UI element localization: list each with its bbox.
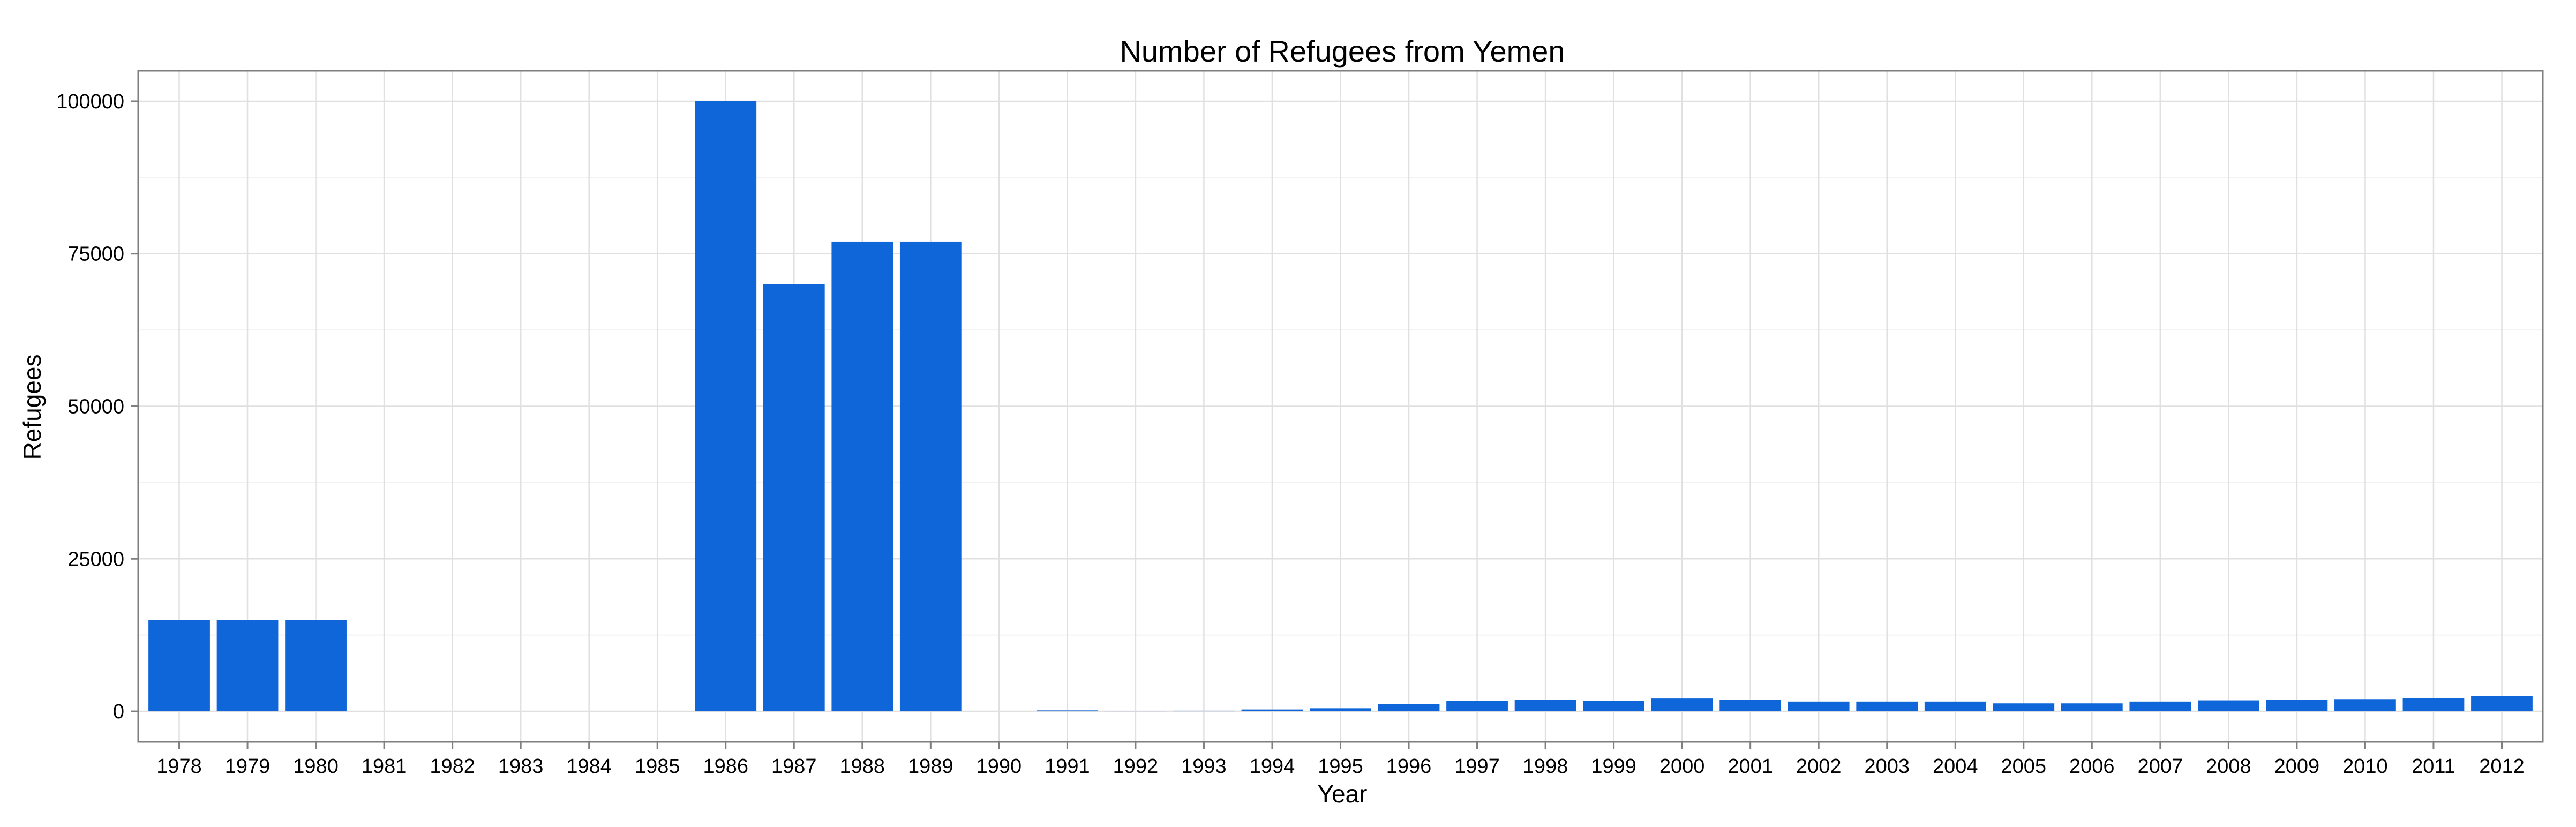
x-tick-label: 2002 — [1796, 755, 1842, 778]
bar-2012 — [2471, 696, 2533, 712]
bar-1996 — [1378, 704, 1440, 712]
y-tick-label: 75000 — [67, 243, 124, 266]
x-tick-label: 1986 — [703, 755, 748, 778]
x-tick-label: 2004 — [1933, 755, 1978, 778]
bar-1978 — [148, 620, 210, 712]
x-tick-label: 1991 — [1045, 755, 1090, 778]
x-tick-label: 2012 — [2479, 755, 2525, 778]
x-tick-label: 2011 — [2412, 755, 2455, 778]
x-tick-label: 1984 — [566, 755, 612, 778]
x-tick-label: 2009 — [2274, 755, 2320, 778]
bar-2011 — [2402, 697, 2465, 712]
x-tick-label: 1987 — [771, 755, 817, 778]
bar-2003 — [1856, 701, 1918, 712]
bar-1998 — [1514, 700, 1576, 712]
bar-2002 — [1788, 701, 1850, 712]
x-tick-label: 1980 — [293, 755, 339, 778]
x-tick-label: 1999 — [1591, 755, 1636, 778]
x-tick-label: 1996 — [1386, 755, 1432, 778]
bar-1988 — [831, 241, 893, 712]
bar-2004 — [1924, 701, 1986, 712]
y-tick-label: 25000 — [67, 548, 124, 570]
x-tick-label: 2006 — [2069, 755, 2115, 778]
x-tick-label: 2007 — [2138, 755, 2183, 778]
x-tick-label: 1979 — [225, 755, 271, 778]
bar-2006 — [2061, 703, 2123, 712]
bars-group — [148, 101, 2533, 712]
x-tick-label: 1981 — [362, 755, 407, 778]
bar-1995 — [1310, 708, 1371, 712]
x-tick-label: 2005 — [2001, 755, 2047, 778]
x-tick-label: 1992 — [1113, 755, 1159, 778]
bar-2010 — [2334, 699, 2396, 712]
bar-1980 — [285, 620, 347, 712]
bar-2008 — [2197, 700, 2259, 712]
bar-2001 — [1719, 700, 1782, 712]
x-tick-label: 1989 — [908, 755, 953, 778]
x-tick-label: 1995 — [1318, 755, 1363, 778]
x-tick-label: 1982 — [430, 755, 475, 778]
x-axis-label: Year — [1318, 780, 1368, 808]
x-tick-label: 1978 — [156, 755, 202, 778]
bar-1986 — [695, 101, 757, 712]
bar-1994 — [1241, 709, 1303, 712]
bar-1979 — [216, 620, 279, 712]
y-axis-label: Refugees — [18, 355, 46, 460]
bar-1999 — [1583, 701, 1645, 712]
bar-2005 — [1993, 703, 2055, 712]
x-tick-label: 2010 — [2342, 755, 2388, 778]
x-tick-label: 1993 — [1181, 755, 1227, 778]
x-tick-label: 2000 — [1659, 755, 1705, 778]
x-tick-label: 2001 — [1728, 755, 1773, 778]
bar-1991 — [1036, 710, 1098, 712]
bar-1987 — [763, 284, 825, 712]
x-tick-label: 1998 — [1523, 755, 1568, 778]
x-tick-label: 1985 — [635, 755, 680, 778]
x-tick-label: 1997 — [1454, 755, 1500, 778]
bar-2009 — [2266, 700, 2328, 712]
bar-2000 — [1651, 698, 1713, 712]
x-tick-label: 1994 — [1250, 755, 1295, 778]
x-tick-label: 2003 — [1864, 755, 1910, 778]
x-tick-label: 2008 — [2206, 755, 2251, 778]
y-tick-label: 0 — [113, 701, 124, 723]
bar-1989 — [899, 241, 962, 712]
y-tick-label: 100000 — [56, 91, 124, 113]
major-gridlines — [138, 71, 2543, 742]
bar-2007 — [2129, 701, 2191, 712]
x-tick-label: 1990 — [977, 755, 1022, 778]
x-tick-label: 1983 — [498, 755, 544, 778]
x-tick-label: 1988 — [840, 755, 885, 778]
chart-title: Number of Refugees from Yemen — [1120, 34, 1565, 68]
bar-1997 — [1446, 701, 1508, 712]
y-tick-label: 50000 — [67, 396, 124, 418]
y-axis: 0 25000 50000 75000 100000 — [56, 91, 138, 723]
x-axis: 1978 1979 1980 1981 1982 1983 1984 1985 1986 1987… — [156, 742, 2525, 778]
